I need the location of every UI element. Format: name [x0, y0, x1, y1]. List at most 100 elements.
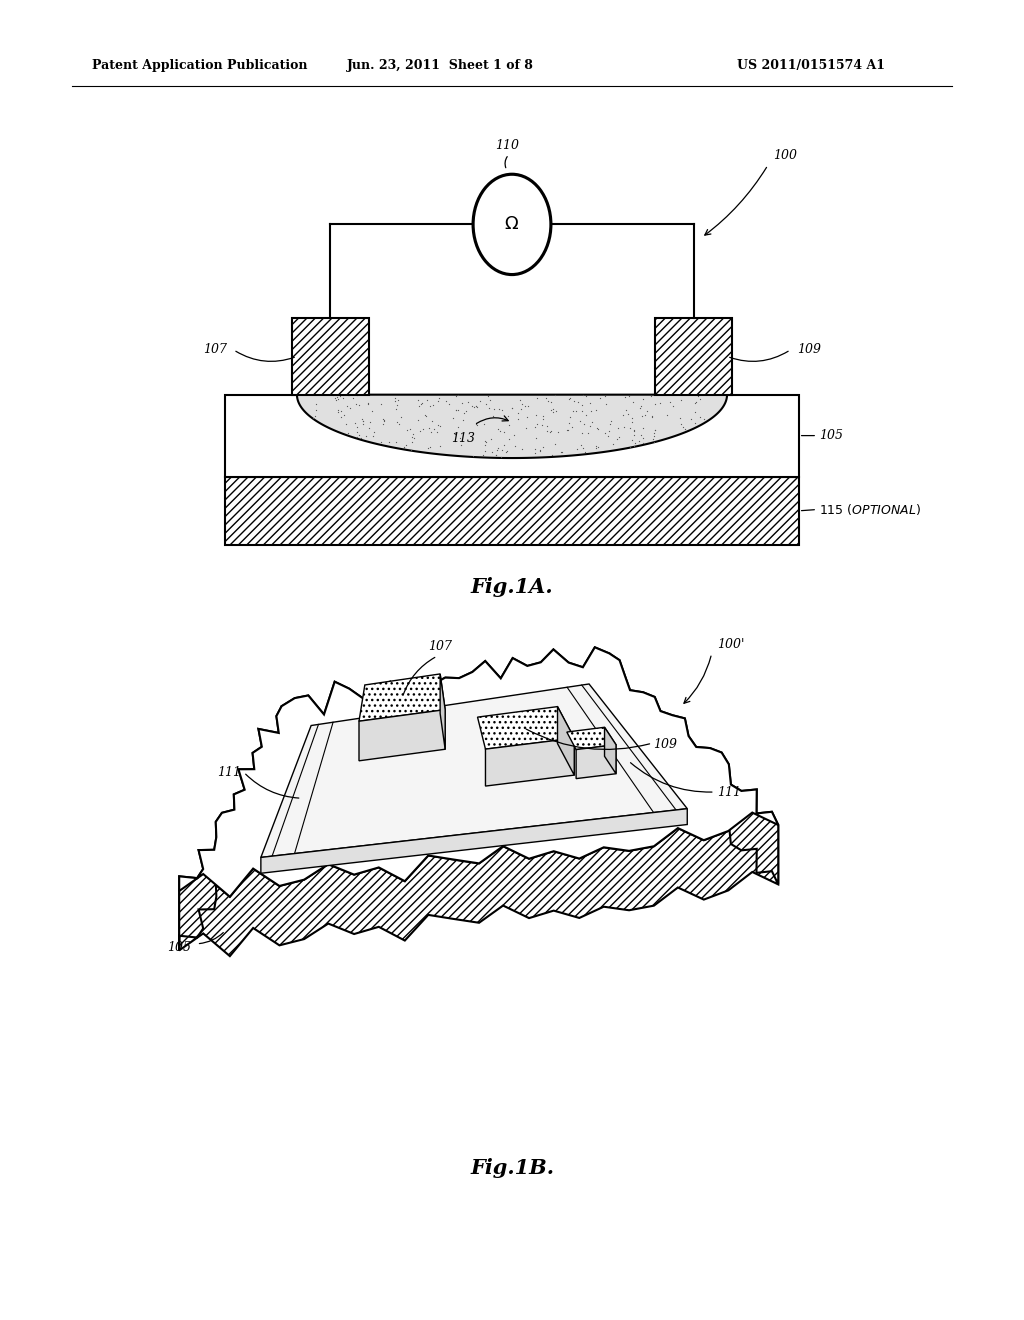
Point — [376, 409, 392, 430]
Point — [574, 385, 591, 407]
Point — [415, 418, 431, 440]
Point — [339, 396, 355, 417]
Point — [565, 401, 582, 422]
Point — [602, 411, 618, 432]
Point — [543, 400, 559, 421]
Point — [479, 385, 496, 407]
Point — [489, 418, 506, 440]
Point — [539, 416, 555, 437]
Point — [538, 387, 554, 408]
Polygon shape — [261, 684, 687, 858]
Bar — [225, 477, 799, 545]
Point — [332, 385, 348, 407]
Point — [477, 432, 494, 453]
Point — [364, 401, 380, 422]
Point — [624, 429, 640, 450]
Point — [544, 444, 560, 465]
Point — [330, 387, 346, 408]
Point — [510, 403, 526, 424]
Point — [499, 441, 515, 462]
Point — [539, 421, 555, 442]
Point — [534, 414, 550, 436]
Point — [513, 399, 529, 420]
Point — [330, 401, 346, 422]
Point — [601, 413, 617, 434]
Point — [489, 440, 506, 461]
Text: 107: 107 — [428, 640, 453, 653]
Point — [487, 445, 504, 466]
Point — [424, 411, 440, 432]
Point — [403, 440, 420, 461]
Point — [365, 426, 381, 447]
Point — [445, 422, 462, 444]
Point — [673, 389, 689, 411]
Point — [527, 428, 544, 449]
Bar — [655, 318, 732, 395]
Polygon shape — [440, 675, 445, 750]
Point — [635, 388, 651, 409]
Point — [469, 396, 485, 417]
Polygon shape — [577, 744, 616, 779]
Point — [423, 421, 439, 442]
Point — [620, 403, 636, 424]
Point — [381, 432, 397, 453]
Point — [584, 412, 600, 433]
Point — [305, 408, 322, 429]
Point — [401, 418, 418, 440]
Point — [330, 399, 346, 420]
Point — [420, 437, 436, 458]
Point — [347, 413, 364, 434]
Point — [588, 436, 604, 457]
Point — [340, 422, 356, 444]
Point — [354, 408, 371, 429]
Point — [406, 424, 422, 445]
Point — [464, 396, 480, 417]
Point — [615, 404, 632, 425]
Point — [514, 393, 530, 414]
Point — [441, 393, 458, 414]
Point — [665, 396, 681, 417]
Point — [590, 418, 606, 440]
Point — [496, 434, 512, 455]
Point — [389, 389, 406, 411]
Point — [454, 392, 470, 413]
Point — [476, 413, 493, 434]
Point — [395, 438, 412, 459]
Polygon shape — [261, 809, 687, 874]
Bar — [292, 318, 369, 395]
Point — [446, 424, 463, 445]
Point — [633, 425, 649, 446]
Point — [354, 411, 371, 432]
Point — [336, 405, 352, 426]
Point — [690, 385, 707, 407]
Point — [545, 401, 561, 422]
Point — [616, 416, 633, 437]
Text: 111: 111 — [717, 785, 740, 799]
Point — [338, 414, 354, 436]
Point — [588, 400, 604, 421]
Point — [474, 445, 490, 466]
Polygon shape — [609, 653, 778, 884]
Point — [399, 420, 416, 441]
Point — [307, 400, 324, 421]
Point — [644, 405, 660, 426]
Point — [519, 407, 536, 428]
Bar — [225, 477, 799, 545]
Point — [673, 408, 689, 429]
Polygon shape — [567, 727, 616, 750]
Point — [633, 396, 649, 417]
Point — [452, 428, 468, 449]
Point — [358, 426, 375, 447]
Point — [414, 392, 430, 413]
Point — [500, 405, 516, 426]
Point — [573, 422, 590, 444]
Polygon shape — [179, 647, 778, 896]
Point — [628, 432, 644, 453]
Text: 109: 109 — [797, 343, 820, 356]
Point — [627, 421, 643, 442]
Point — [562, 387, 579, 408]
Point — [449, 399, 465, 420]
Point — [643, 385, 659, 407]
Text: 109: 109 — [653, 738, 677, 751]
Point — [484, 441, 501, 462]
